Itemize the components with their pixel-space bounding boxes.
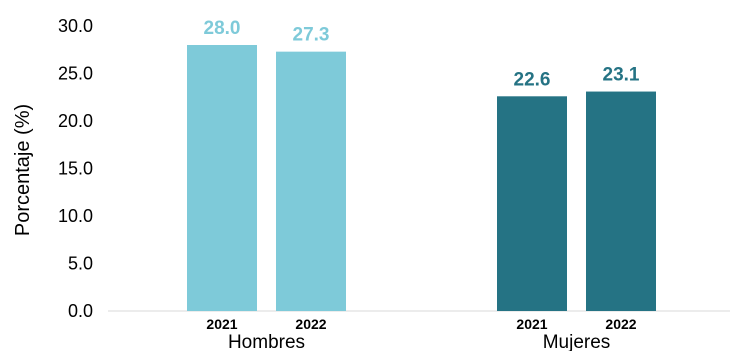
data-label: 22.6 [514,69,551,90]
bar-hombres-2022 [276,51,346,312]
y-tick-label: 10.0 [58,206,93,226]
bar-hombres-2021 [187,45,257,311]
group-label: Hombres [228,332,305,351]
x-tick-label: 2021 [516,316,547,332]
group-label: Mujeres [543,332,611,351]
bar-mujeres-2022 [586,91,656,311]
data-label: 28.0 [204,18,241,39]
y-tick-label: 20.0 [58,111,93,131]
x-tick-label: 2022 [295,316,326,332]
y-axis-ticks: 0.0 5.0 10.0 15.0 20.0 25.0 30.0 [58,16,93,321]
y-axis-title: Porcentaje (%) [12,104,34,236]
y-tick-label: 25.0 [58,64,93,84]
data-label: 27.3 [293,25,330,46]
bar-mujeres-2021 [497,96,567,311]
bars-layer: 28.0202127.32022Hombres22.6202123.12022M… [187,18,656,351]
y-tick-label: 5.0 [68,254,93,274]
x-tick-label: 2022 [605,316,636,332]
y-tick-label: 30.0 [58,16,93,36]
x-tick-label: 2021 [206,316,237,332]
y-tick-label: 0.0 [68,301,93,321]
data-label: 23.1 [603,65,640,86]
y-tick-label: 15.0 [58,159,93,179]
